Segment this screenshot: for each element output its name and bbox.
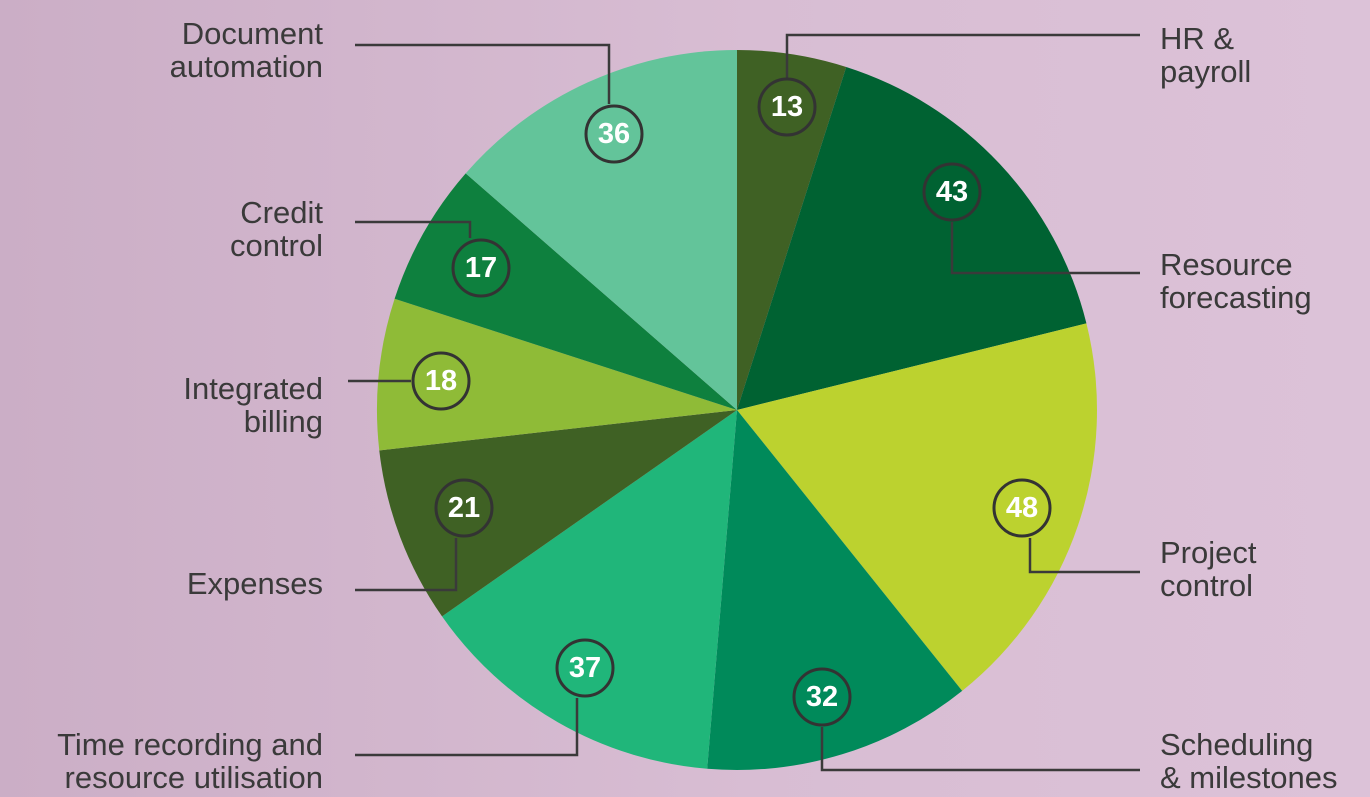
value-label: 37 [569, 652, 601, 684]
leader-line [785, 33, 1140, 78]
value-badge [555, 638, 615, 698]
pie-slice [442, 410, 737, 769]
leader-line [820, 727, 1140, 772]
leader-line [355, 538, 458, 592]
category-label: Credit control [229, 195, 323, 263]
category-label: Integrated billing [183, 371, 323, 439]
value-label: 17 [465, 252, 497, 284]
pie-slice [707, 410, 963, 770]
leader-line [950, 222, 1140, 275]
value-badge [992, 478, 1052, 538]
value-label: 21 [448, 492, 480, 524]
leader-line [355, 43, 611, 104]
value-badge [922, 162, 982, 222]
pie-slice [737, 323, 1097, 691]
value-label: 43 [936, 176, 968, 208]
value-badge [584, 104, 644, 164]
category-label: Document automation [169, 16, 323, 84]
value-badge [434, 478, 494, 538]
leader-line [1028, 538, 1140, 574]
leader-line [355, 698, 579, 757]
pie-slice [394, 173, 737, 410]
pie-slice [377, 298, 737, 451]
category-label: Scheduling & milestones [1160, 727, 1338, 795]
category-label: Expenses [186, 566, 323, 601]
category-label: Project control [1160, 535, 1257, 603]
value-badge [792, 667, 852, 727]
value-badge [451, 238, 511, 298]
pie-slice [379, 410, 737, 617]
category-label: HR & payroll [1160, 21, 1252, 89]
value-label: 32 [806, 681, 838, 713]
category-label: Time recording and resource utilisation [57, 727, 323, 795]
value-label: 18 [425, 365, 457, 397]
pie-slice [737, 50, 847, 410]
category-label: Resource forecasting [1160, 247, 1312, 315]
value-badge [411, 351, 471, 411]
value-label: 36 [598, 118, 630, 150]
value-label: 13 [771, 91, 803, 123]
value-label: 48 [1006, 492, 1038, 524]
value-badge [757, 77, 817, 137]
leader-line [355, 220, 472, 238]
pie-slice [465, 50, 737, 410]
pie-slice [737, 66, 1087, 411]
